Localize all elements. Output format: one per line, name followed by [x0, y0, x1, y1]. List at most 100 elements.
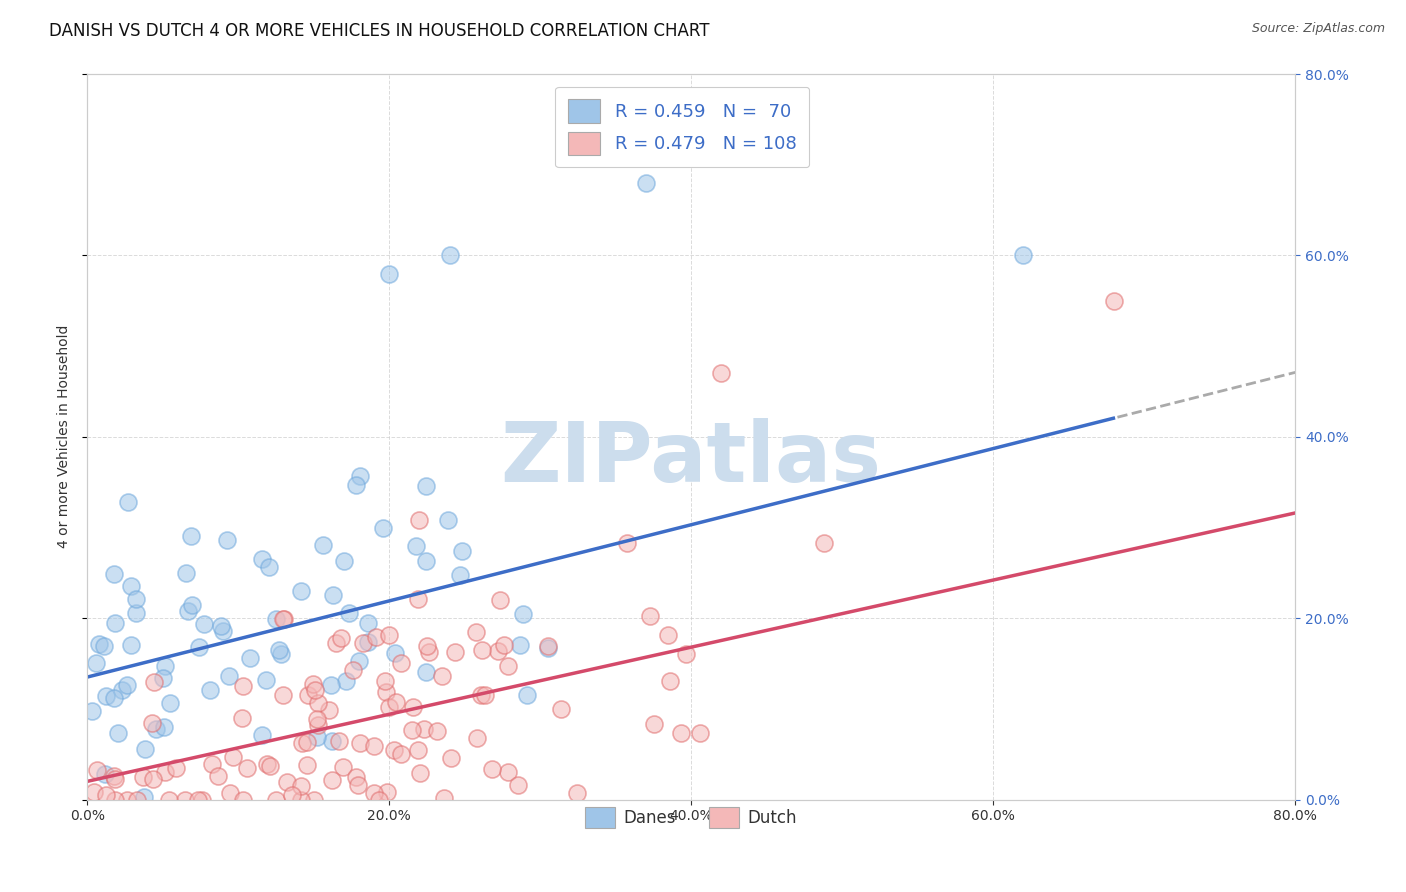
Point [328, 734, 350, 748]
Point [537, 639, 560, 653]
Point [290, 779, 312, 793]
Point [187, 792, 209, 806]
Point [103, 566, 125, 581]
Point [291, 736, 314, 750]
Point [153, 658, 176, 673]
Point [329, 631, 352, 645]
Point [104, 615, 127, 630]
Point [401, 700, 423, 714]
Point [276, 774, 298, 789]
Point [117, 495, 139, 509]
Point [201, 756, 224, 771]
Point [357, 635, 380, 649]
Point [321, 734, 343, 748]
Point [152, 671, 174, 685]
Point [173, 792, 195, 806]
Point [231, 711, 253, 725]
Point [352, 635, 374, 649]
Point [643, 716, 665, 731]
Point [103, 690, 125, 705]
Point [426, 723, 449, 738]
Point [181, 599, 204, 613]
Point [305, 731, 328, 745]
Point [159, 696, 181, 710]
Point [384, 743, 406, 757]
Point [537, 640, 560, 655]
Point [385, 696, 408, 710]
Point [295, 735, 318, 749]
Point [207, 769, 229, 783]
Point [657, 628, 679, 642]
Point [280, 788, 302, 802]
Point [174, 566, 197, 581]
Point [115, 677, 138, 691]
Point [440, 750, 463, 764]
Point [669, 726, 692, 740]
Point [367, 792, 389, 806]
Point [318, 703, 340, 717]
Point [218, 669, 240, 683]
Point [1102, 293, 1125, 308]
Point [384, 646, 406, 660]
Point [416, 640, 439, 654]
Point [689, 726, 711, 740]
Point [710, 366, 733, 380]
Point [212, 624, 235, 639]
Point [153, 720, 176, 734]
Point [474, 688, 496, 702]
Point [371, 521, 394, 535]
Point [165, 761, 187, 775]
Point [470, 643, 492, 657]
Point [375, 785, 398, 799]
Point [319, 678, 342, 692]
Point [259, 758, 281, 772]
Text: Source: ZipAtlas.com: Source: ZipAtlas.com [1251, 22, 1385, 36]
Point [346, 778, 368, 792]
Point [436, 513, 458, 527]
Point [349, 736, 371, 750]
Point [290, 584, 312, 599]
Point [418, 645, 440, 659]
Point [217, 533, 239, 547]
Point [83, 785, 105, 799]
Point [94, 788, 117, 802]
Point [84, 657, 107, 671]
Point [269, 642, 291, 657]
Point [302, 792, 325, 806]
Legend: Danes, Dutch: Danes, Dutch [578, 800, 804, 835]
Point [363, 786, 385, 800]
Point [444, 645, 467, 659]
Point [415, 665, 437, 680]
Point [297, 688, 319, 702]
Point [638, 608, 661, 623]
Point [177, 604, 200, 618]
Point [415, 479, 437, 493]
Point [250, 552, 273, 566]
Point [270, 647, 292, 661]
Point [470, 688, 492, 702]
Point [363, 739, 385, 754]
Point [104, 792, 127, 806]
Point [82, 704, 104, 718]
Point [145, 723, 167, 737]
Point [290, 792, 312, 806]
Point [142, 772, 165, 786]
Point [141, 715, 163, 730]
Point [616, 536, 638, 550]
Point [406, 591, 429, 606]
Point [409, 766, 432, 780]
Point [465, 731, 488, 746]
Point [87, 637, 110, 651]
Point [111, 682, 134, 697]
Point [496, 659, 519, 673]
Point [433, 791, 456, 805]
Point [307, 717, 329, 731]
Point [659, 674, 682, 689]
Point [86, 763, 108, 777]
Point [104, 772, 127, 786]
Point [193, 616, 215, 631]
Point [415, 554, 437, 568]
Point [486, 644, 509, 658]
Point [1012, 248, 1035, 262]
Point [264, 792, 287, 806]
